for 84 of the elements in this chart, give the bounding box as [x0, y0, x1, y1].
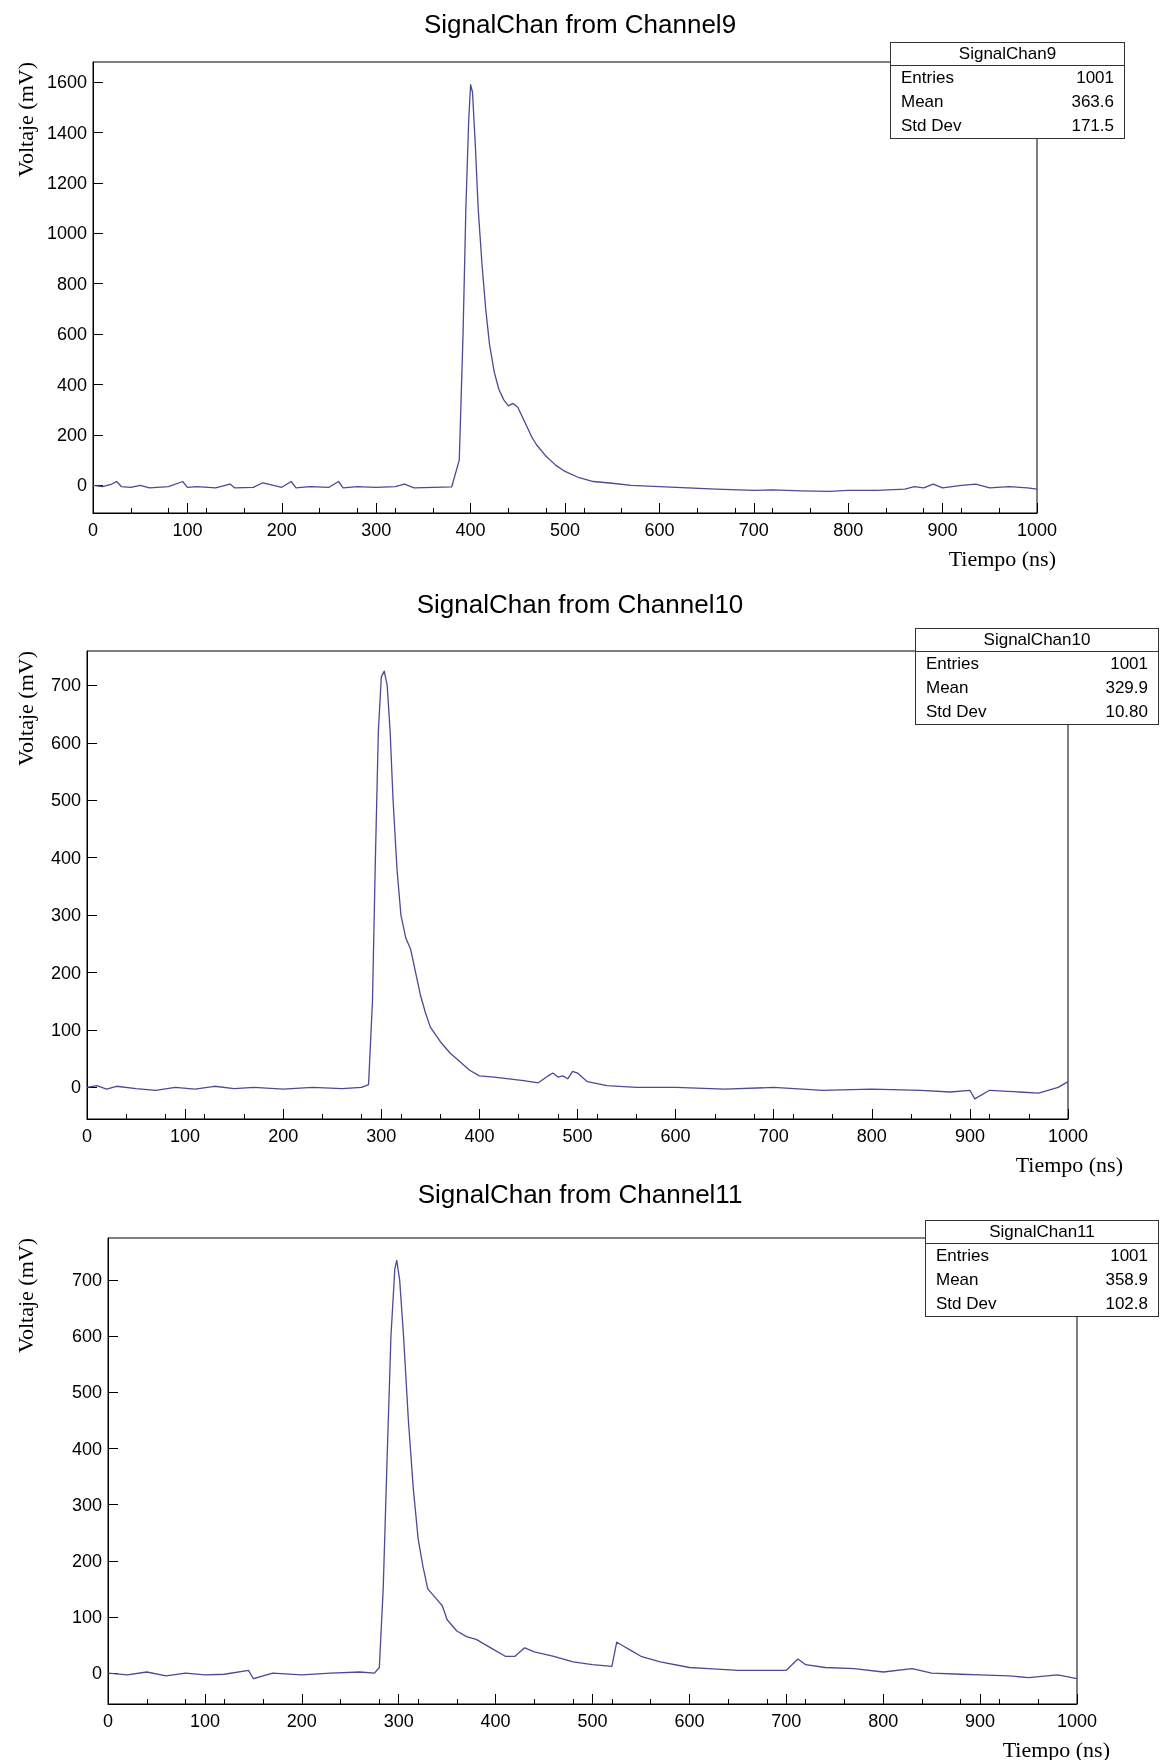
y-tick-label: 1200 [46, 172, 87, 193]
annotation: Std Dev [936, 1293, 997, 1315]
x-axis-title: Tiempo (ns) [1015, 1151, 1123, 1177]
y-tick-label: 0 [76, 475, 87, 496]
x-tick-label: 200 [268, 1126, 299, 1146]
x-tick-label: 600 [660, 1126, 691, 1146]
text: 1001 [1110, 1246, 1148, 1265]
y-tick-label: 700 [50, 675, 81, 696]
x-tick-label: 800 [856, 1126, 887, 1146]
text: 102.8 [1105, 1294, 1148, 1313]
y-axis-title: Voltaje (mV) [12, 651, 38, 767]
x-tick-label: 1000 [1056, 1711, 1098, 1731]
x-tick-label: 300 [361, 520, 392, 540]
annotation: Std Dev [926, 701, 987, 723]
chart-title: SignalChan from Channel9 [423, 9, 737, 39]
chart-title: SignalChan from Channel11 [417, 1179, 743, 1209]
x-tick-label: 500 [549, 520, 581, 540]
text: 363.6 [1071, 92, 1114, 111]
line-series [86, 670, 1069, 1100]
y-tick-label: 400 [50, 847, 81, 868]
y-tick-label: 700 [71, 1270, 102, 1291]
chart-title: SignalChan from Channel10 [416, 589, 744, 619]
stats-box: SignalChan10 Entries 1001 Mean 329.9 Std Dev 10.80 [915, 628, 1159, 725]
annotation: Entries [936, 1245, 989, 1267]
y-tick-label: 800 [56, 273, 87, 294]
y-tick-label: 0 [91, 1663, 102, 1684]
x-tick-label: 1000 [1016, 520, 1058, 540]
x-tick-label: 100 [189, 1711, 220, 1731]
annotation: Entries [926, 653, 979, 675]
y-tick-label: 600 [50, 732, 81, 753]
x-tick-label: 400 [480, 1711, 511, 1731]
x-tick-label: 200 [266, 520, 297, 540]
x-tick-label: 900 [965, 1711, 996, 1731]
x-tick-label: 1000 [1047, 1126, 1089, 1146]
x-axis-title: Tiempo (ns) [948, 545, 1056, 571]
x-tick-label: 800 [833, 520, 864, 540]
x-tick-label: 100 [170, 1126, 201, 1146]
y-tick-label: 600 [56, 324, 87, 345]
x-tick-label: 700 [758, 1126, 789, 1146]
y-tick-label: 200 [50, 962, 81, 983]
y-tick-label: 100 [50, 1019, 81, 1040]
text: 358.9 [1105, 1270, 1148, 1289]
x-tick-label: 300 [366, 1126, 397, 1146]
x-tick-label: 500 [577, 1711, 608, 1731]
y-axis-title: Voltaje (mV) [12, 62, 38, 178]
annotation: Std Dev [901, 115, 962, 137]
y-tick-label: 500 [71, 1382, 102, 1403]
x-tick-label: 600 [674, 1711, 705, 1731]
x-tick-label: 700 [738, 520, 769, 540]
annotation: SignalChan11 [926, 1221, 1158, 1244]
y-tick-label: 200 [56, 424, 87, 445]
y-tick-label: 300 [50, 905, 81, 926]
y-tick-label: 1000 [46, 223, 87, 244]
y-tick-label: 1400 [46, 122, 87, 143]
x-tick-label: 200 [286, 1711, 317, 1731]
y-tick-label: 600 [71, 1326, 102, 1347]
x-tick-label: 900 [954, 1126, 985, 1146]
y-tick-label: 300 [71, 1494, 102, 1515]
x-tick-label: 100 [172, 520, 203, 540]
y-tick-label: 0 [70, 1077, 81, 1098]
line-series [92, 84, 1038, 492]
annotation: Mean [901, 91, 944, 113]
y-tick-label: 400 [71, 1438, 102, 1459]
x-tick-label: 400 [464, 1126, 495, 1146]
line-series [107, 1259, 1078, 1680]
annotation: Entries [901, 67, 954, 89]
x-tick-label: 800 [868, 1711, 899, 1731]
annotation: SignalChan9 [891, 43, 1124, 66]
y-tick-label: 500 [50, 790, 81, 811]
annotation: Mean [926, 677, 969, 699]
y-axis-title: Voltaje (mV) [12, 1238, 38, 1354]
x-tick-label: 900 [927, 520, 958, 540]
y-tick-label: 400 [56, 374, 87, 395]
y-tick-label: 100 [71, 1606, 102, 1627]
x-tick-label: 600 [644, 520, 675, 540]
text: 1001 [1076, 68, 1114, 87]
annotation: Mean [936, 1269, 979, 1291]
y-tick-label: 1600 [46, 72, 87, 93]
x-tick-label: 700 [771, 1711, 802, 1731]
x-tick-label: 300 [383, 1711, 414, 1731]
x-tick-label: 400 [455, 520, 486, 540]
text: 171.5 [1071, 116, 1114, 135]
x-tick-label: 500 [562, 1126, 593, 1146]
y-tick-label: 200 [71, 1550, 102, 1571]
